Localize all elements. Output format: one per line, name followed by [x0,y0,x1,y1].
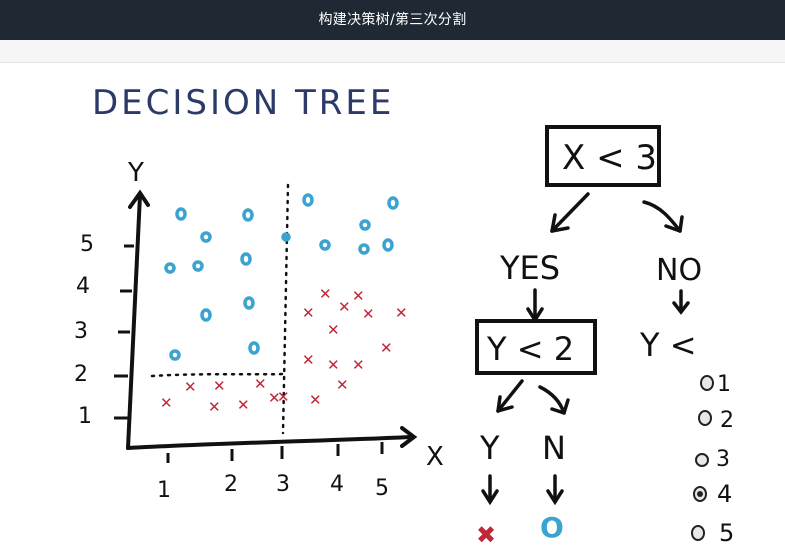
cross-point: ✕ [268,389,281,407]
option-5[interactable]: 5 [691,519,734,547]
window-title: 构建决策树/第三次分割 [318,12,467,28]
option-1-radio[interactable] [700,375,714,391]
option-3-label: 3 [716,447,730,472]
top-bar: 构建决策树/第三次分割 [0,0,785,40]
slide-board: DECISION TREE Y X 5 4 3 2 1 [0,63,785,559]
cross-point: ✕ [237,396,250,414]
cross-point: ✕ [213,377,226,395]
y-tick-4: 4 [76,274,90,299]
circle-point [200,308,212,322]
circle-point [242,208,254,222]
cross-point: ✕ [184,378,197,396]
circle-point [382,238,394,252]
option-2-radio[interactable] [698,410,712,426]
plot-axes [126,189,418,450]
edge-root-no [642,200,682,233]
option-5-radio[interactable] [691,525,705,541]
slide-title: DECISION TREE [92,83,394,123]
cross-point: ✕ [302,351,315,369]
circle-points [164,193,399,361]
leaf-y-label: Y [479,429,500,467]
left-node-label: Y < 2 [486,330,574,368]
cross-point: ✕ [336,376,349,394]
option-4-label: 4 [717,480,732,508]
circle-point [302,193,314,207]
cross-point: ✕ [395,304,408,322]
cross-point: ✕ [338,298,351,316]
cross-point: ✕ [302,304,315,322]
circle-point [240,252,252,266]
cross-point: ✕ [208,398,221,416]
option-1-label: 1 [717,372,731,397]
root-node-box [545,125,661,187]
circle-point [358,243,370,255]
y-tick-5: 5 [80,232,94,257]
y-ticks [114,244,134,420]
x-tick-1: 1 [157,478,171,503]
circle-point [169,349,181,361]
x-tick-2: 2 [224,472,238,497]
edge-left-n [538,385,566,415]
cross-point: ✕ [362,305,375,323]
split-line-y2 [150,372,285,378]
edge-root-yes [550,192,590,233]
cross-point: ✕ [352,287,365,305]
right-node-label: Y < [639,326,697,364]
x-axis-line [126,435,414,450]
option-1[interactable]: 1 [700,372,731,397]
cross-points: ✕ ✕ ✕ ✕ ✕ ✕ ✕ ✕ ✕ ✕ ✕ ✕ ✕ ✕ ✕ ✕ ✕ ✕ ✕ ✕ … [160,285,408,416]
y-axis-arrow [128,189,150,209]
cross-point: ✕ [160,394,173,412]
yes-label: YES [499,249,560,287]
split-line-x3 [281,183,290,435]
x-tick-4: 4 [330,472,344,497]
circle-point [281,232,291,242]
cross-point: ✕ [352,356,365,374]
y-axis-label: Y [127,158,144,188]
circle-point [200,231,212,243]
slide-canvas: DECISION TREE Y X 5 4 3 2 1 [74,83,734,549]
circle-point [175,207,187,221]
circle-point [248,341,260,355]
circle-point [192,260,204,272]
x-axis-label: X [426,442,444,472]
circle-point [243,296,255,310]
y-tick-1: 1 [78,404,92,429]
toolbar-strip [0,40,785,63]
root-node-label: X < 3 [562,138,657,178]
x-tick-5: 5 [375,476,389,501]
circle-point [359,219,371,231]
cross-point: ✕ [327,356,340,374]
tree-edges [481,192,690,506]
option-2[interactable]: 2 [698,408,734,433]
leaf-cross-symbol: ✖ [476,521,496,549]
x-axis-arrow [400,426,418,448]
option-3[interactable]: 3 [695,447,730,472]
left-node-box [475,319,597,375]
leaf-n-label: N [542,429,566,467]
y-axis-line [126,193,142,450]
option-2-label: 2 [720,408,734,433]
no-label: NO [656,253,702,288]
leaf-circle-symbol: O [540,511,564,544]
cross-point: ✕ [254,375,267,393]
cross-point: ✕ [327,321,340,339]
circle-point [387,196,399,210]
cross-point: ✕ [319,285,332,303]
option-3-radio[interactable] [695,453,709,467]
x-ticks [166,442,384,463]
circle-point [164,262,176,274]
y-tick-3: 3 [74,319,88,344]
option-5-label: 5 [719,519,734,547]
option-4-selected-dot [697,491,703,497]
cross-point: ✕ [309,391,322,409]
circle-point [319,239,331,251]
x-tick-3: 3 [276,472,290,497]
option-4[interactable]: 4 [693,480,732,508]
edge-left-y [496,379,524,413]
cross-point: ✕ [277,388,290,406]
cross-point: ✕ [380,339,393,357]
y-tick-2: 2 [74,362,88,387]
answer-options: 1 2 3 4 5 [691,372,734,547]
